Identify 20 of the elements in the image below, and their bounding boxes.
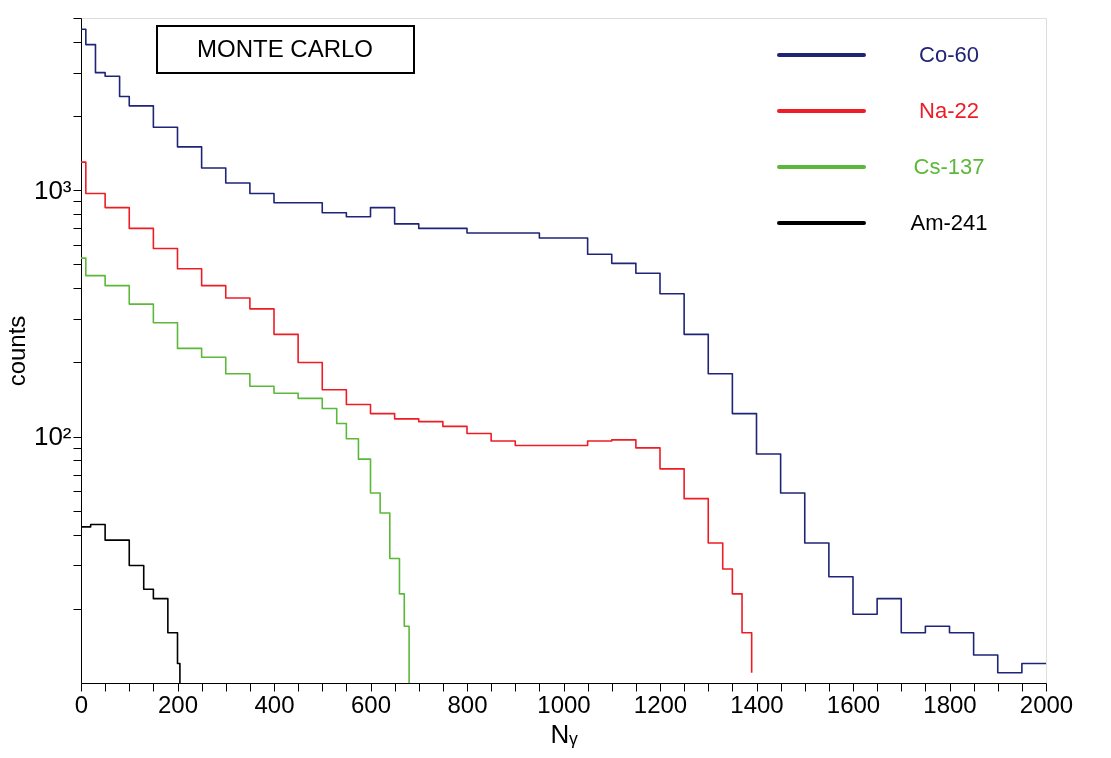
x-tick-label: 1000 [537, 690, 591, 718]
text: Co-60 [919, 42, 979, 67]
x-tick-label: 600 [350, 690, 392, 718]
y-axis-title: counts [2, 315, 30, 387]
x-tick-label: 200 [157, 690, 199, 718]
legend-label: Am-241 [910, 210, 988, 235]
legend-label: Cs-137 [913, 154, 985, 179]
x-tick-label: 800 [447, 690, 488, 718]
y-tick-label: 10² [33, 421, 72, 452]
x-tick-label: 2000 [1019, 690, 1074, 718]
x-tick-label: 400 [254, 690, 295, 718]
y-tick-label: 10³ [33, 174, 72, 205]
x-tick-label: 0 [74, 690, 89, 718]
x-axis-title: Nᵧ [550, 718, 579, 749]
x-tick-label: 1200 [633, 690, 688, 718]
annotation: MONTE CARLO [196, 35, 374, 62]
x-tick-label: 1800 [923, 690, 977, 718]
text: Na-22 [919, 98, 979, 123]
x-tick-label: 1600 [826, 690, 881, 718]
x-tick-label: 1400 [730, 690, 784, 718]
